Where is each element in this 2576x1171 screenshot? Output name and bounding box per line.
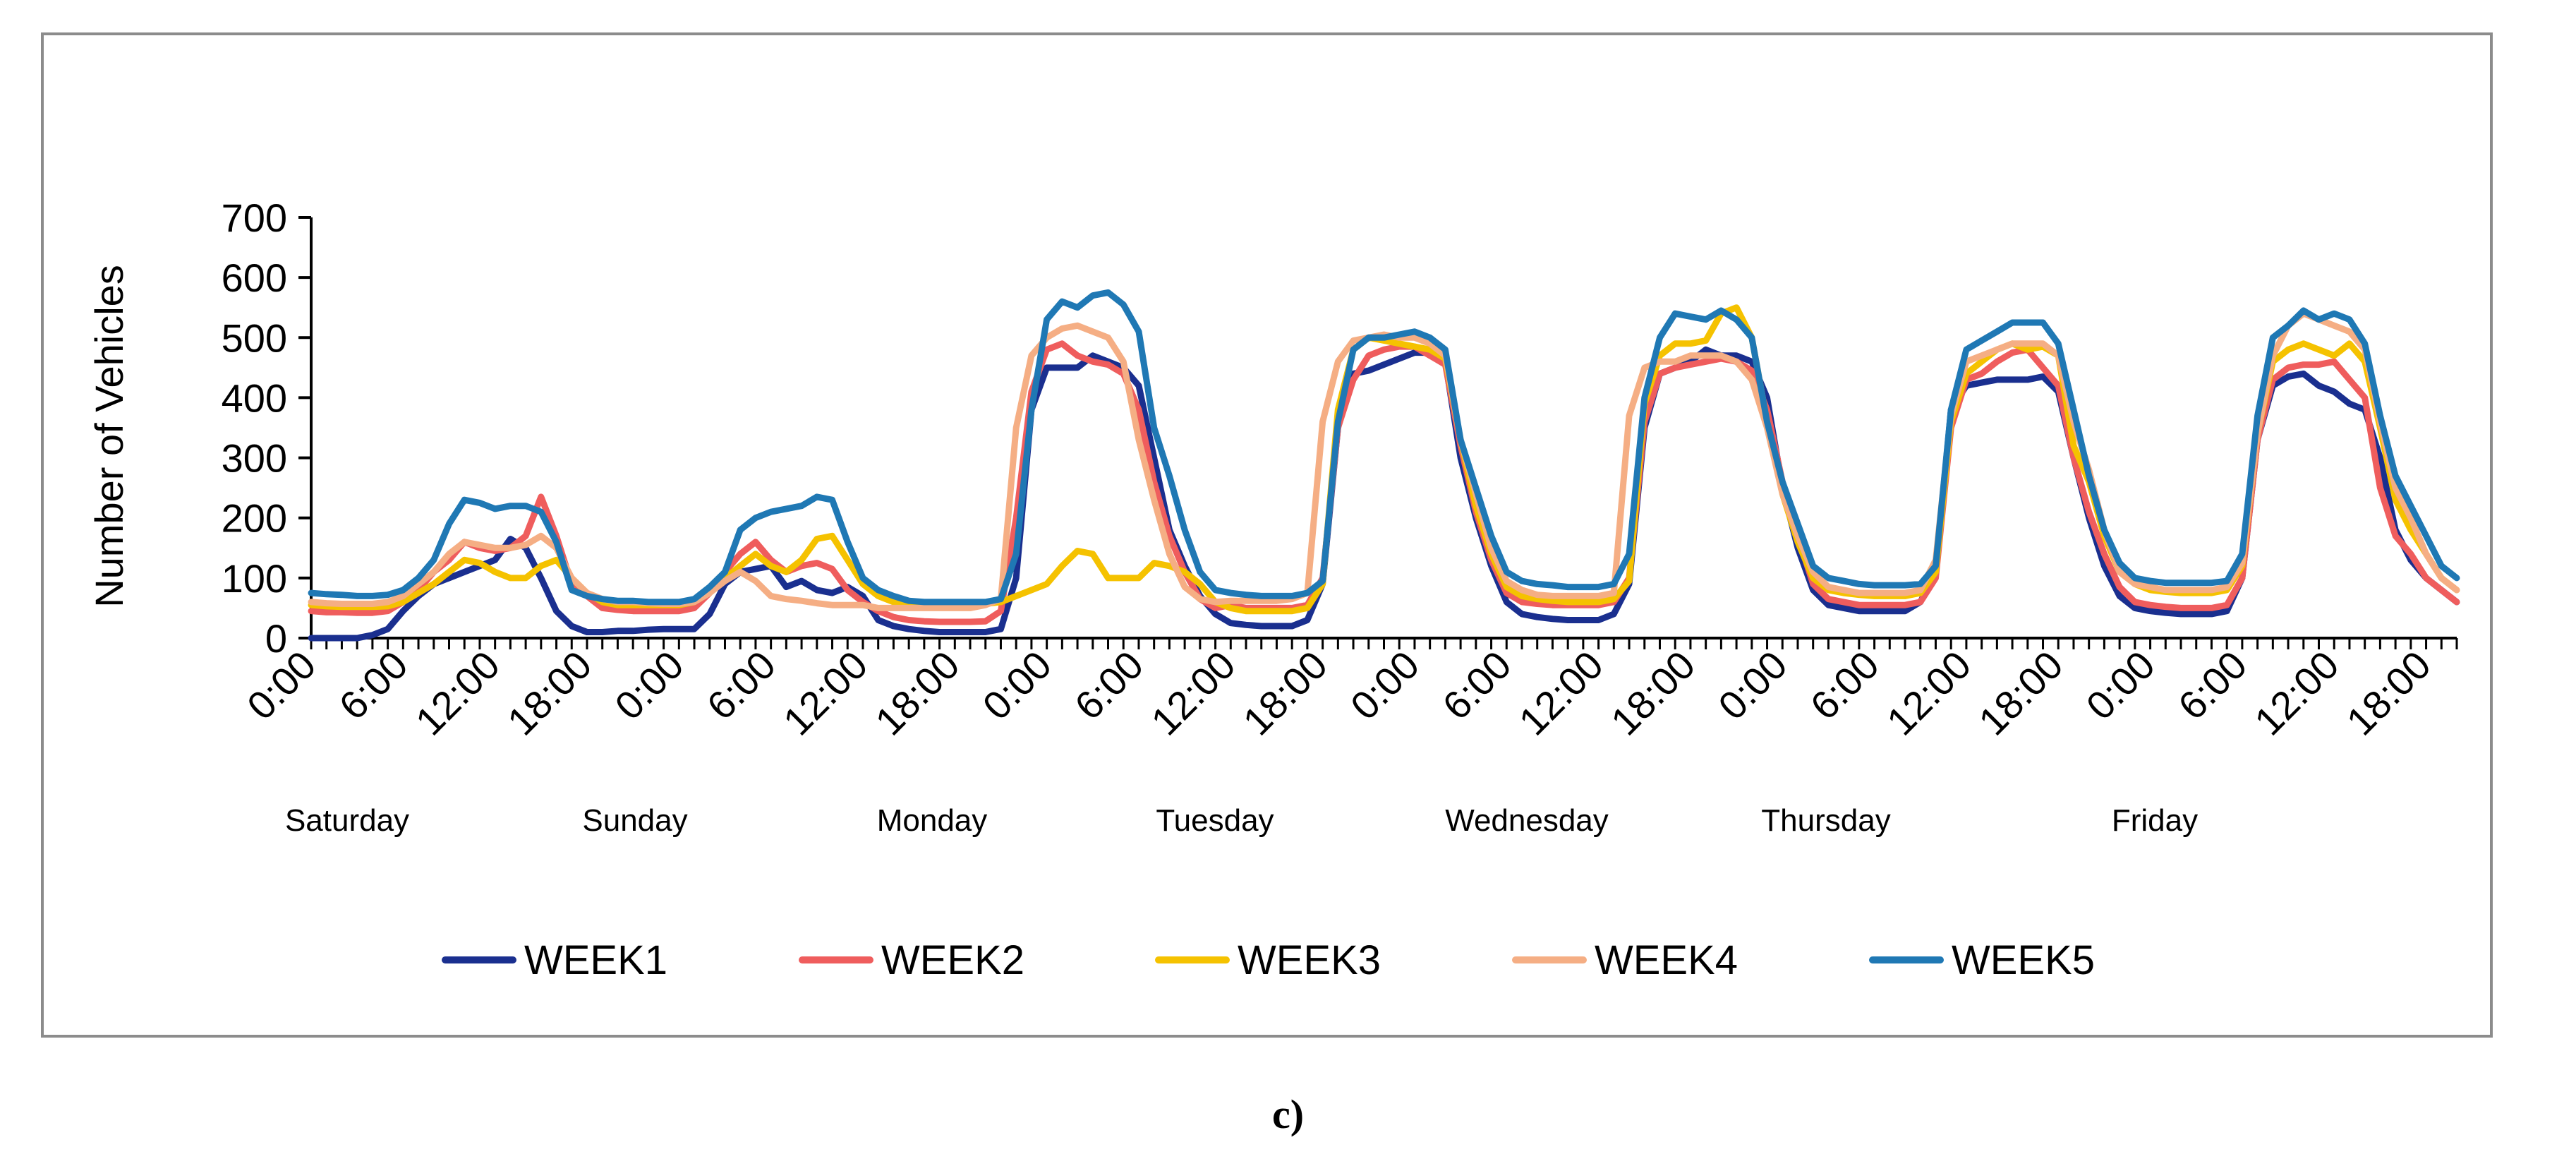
x-tick-label: 0:00 — [974, 642, 1060, 728]
series-line-week4 — [308, 310, 2460, 611]
legend-item-week4: WEEK4 — [1512, 937, 1738, 983]
legend-item-week3: WEEK3 — [1155, 937, 1381, 983]
line-chart: Number of Vehicles 0 100 200 300 400 500 600 70… — [87, 196, 2460, 983]
y-tick-label: 200 — [222, 496, 287, 541]
legend-label: WEEK2 — [881, 937, 1024, 983]
x-tick-label: 12:00 — [407, 642, 509, 744]
x-tick-label: 12:00 — [1878, 642, 1980, 744]
x-tick-label: 18:00 — [499, 642, 600, 744]
legend: WEEK1 WEEK2 WEEK3 WEEK4 WEEK5 — [442, 937, 2095, 983]
y-tick-label: 300 — [222, 436, 287, 481]
y-tick-label: 0 — [265, 616, 287, 661]
x-tick-label: 6:00 — [330, 642, 416, 728]
figure-caption: c) — [1271, 1091, 1305, 1137]
day-label-saturday: Saturday — [285, 803, 409, 838]
legend-label: WEEK1 — [524, 937, 667, 983]
x-tick-label: 12:00 — [1510, 642, 1611, 744]
x-tick-label: 6:00 — [1434, 642, 1520, 728]
day-labels: Saturday Sunday Monday Tuesday Wednesday Thur… — [285, 803, 2198, 838]
x-tick-label: 18:00 — [866, 642, 968, 744]
day-label-wednesday: Wednesday — [1445, 803, 1609, 838]
x-tick-label: 12:00 — [1142, 642, 1244, 744]
legend-item-week1: WEEK1 — [442, 937, 667, 983]
legend-label: WEEK5 — [1952, 937, 2095, 983]
y-axis-label: Number of Vehicles — [87, 265, 131, 608]
legend-item-week2: WEEK2 — [799, 937, 1024, 983]
series-line-week3 — [308, 304, 2460, 615]
x-tick-label: 0:00 — [606, 642, 692, 728]
y-tick-label: 600 — [222, 256, 287, 300]
x-tick-label: 6:00 — [1066, 642, 1152, 728]
x-tick-label: 6:00 — [2170, 642, 2256, 728]
y-tick-label: 700 — [222, 196, 287, 240]
y-tick-label: 100 — [222, 556, 287, 601]
chart-frame: Number of Vehicles 0 100 200 300 400 500 600 70… — [41, 32, 2493, 1038]
legend-item-week5: WEEK5 — [1869, 937, 2095, 983]
x-tick-label: 0:00 — [1710, 642, 1796, 728]
x-tick-label: 0:00 — [1342, 642, 1428, 728]
x-tick-label: 12:00 — [775, 642, 876, 744]
day-label-monday: Monday — [877, 803, 988, 838]
legend-label: WEEK3 — [1238, 937, 1381, 983]
day-label-sunday: Sunday — [582, 803, 687, 838]
x-tick-label: 6:00 — [699, 642, 785, 728]
y-tick-label: 500 — [222, 316, 287, 360]
y-axis: 0 100 200 300 400 500 600 700 — [222, 196, 313, 661]
day-label-thursday: Thursday — [1761, 803, 1890, 838]
series-line-week5 — [308, 289, 2460, 606]
legend-label: WEEK4 — [1595, 937, 1738, 983]
x-tick-label: 12:00 — [2246, 642, 2347, 744]
x-tick-label: 18:00 — [1970, 642, 2072, 744]
series-line-week2 — [308, 340, 2460, 625]
x-tick-label: 18:00 — [2338, 642, 2439, 744]
x-tick-label: 0:00 — [238, 642, 325, 728]
day-label-friday: Friday — [2112, 803, 2198, 838]
x-tick-label: 18:00 — [1602, 642, 1704, 744]
x-tick-label: 18:00 — [1234, 642, 1336, 744]
x-tick-label: 0:00 — [2077, 642, 2163, 728]
day-label-tuesday: Tuesday — [1156, 803, 1274, 838]
series-lines — [308, 289, 2460, 642]
y-tick-label: 400 — [222, 376, 287, 420]
x-tick-label: 6:00 — [1801, 642, 1887, 728]
series-line-week1 — [308, 346, 2460, 642]
